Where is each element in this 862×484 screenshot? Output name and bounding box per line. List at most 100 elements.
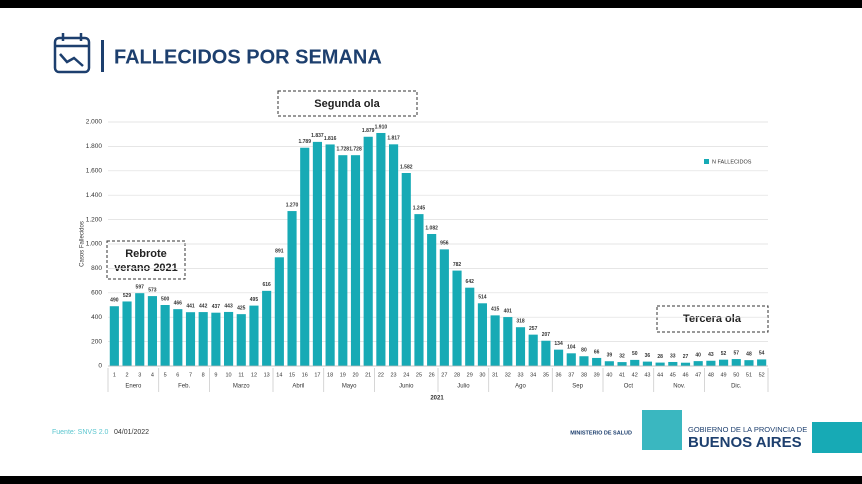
x-tick-label: 24: [403, 372, 409, 378]
bar: [515, 327, 526, 366]
value-label: 134: [554, 341, 563, 347]
bar: [541, 340, 551, 366]
value-label: 514: [478, 295, 487, 301]
x-tick-label: 50: [733, 372, 739, 378]
month-label: Julio: [457, 384, 470, 390]
bar: [719, 359, 729, 366]
legend-label: N FALLECIDOS: [712, 159, 752, 165]
x-tick-label: 49: [721, 372, 727, 378]
x-tick-label: 35: [543, 372, 549, 378]
x-tick-label: 8: [202, 372, 205, 378]
y-tick-label: 1.200: [86, 216, 103, 223]
month-label: Sep: [572, 384, 583, 390]
x-tick-label: 20: [352, 372, 358, 378]
month-label: Oct: [624, 384, 634, 390]
value-label: 1.245: [413, 205, 426, 211]
bar: [731, 359, 741, 366]
bar: [554, 349, 564, 366]
value-label: 28: [657, 354, 663, 360]
x-tick-label: 16: [302, 372, 308, 378]
y-tick-label: 800: [91, 265, 102, 272]
x-tick-label: 4: [151, 372, 154, 378]
bar: [579, 356, 589, 366]
x-tick-label: 41: [619, 372, 625, 378]
value-label: 1.910: [375, 124, 388, 130]
month-label: Enero: [125, 384, 142, 390]
value-label: 500: [161, 296, 170, 302]
month-label: Marzo: [233, 384, 250, 390]
date: 04/01/2022: [114, 429, 149, 436]
x-tick-label: 46: [682, 372, 688, 378]
value-label: 415: [491, 307, 500, 313]
x-tick-label: 1: [113, 372, 116, 378]
x-tick-label: 18: [327, 372, 333, 378]
x-tick-label: 36: [556, 372, 562, 378]
value-label: 1.817: [387, 136, 400, 142]
bar: [338, 155, 348, 366]
annotation: Segunda ola: [314, 98, 380, 110]
x-tick-label: 17: [314, 372, 320, 378]
x-tick-label: 5: [164, 372, 167, 378]
value-label: 27: [683, 354, 689, 360]
bar: [274, 257, 284, 366]
title-bar: [101, 40, 104, 72]
value-label: 54: [759, 351, 765, 357]
x-tick-label: 7: [189, 372, 192, 378]
bar: [465, 287, 475, 366]
bar: [757, 359, 767, 366]
bar: [604, 361, 614, 366]
value-label: 782: [453, 262, 462, 268]
y-tick-label: 1.600: [86, 168, 103, 175]
value-label: 1.789: [298, 139, 311, 145]
value-label: 642: [466, 279, 475, 285]
value-label: 441: [186, 304, 195, 310]
bar: [655, 362, 665, 366]
value-label: 529: [123, 293, 132, 299]
value-label: 597: [136, 284, 145, 290]
x-tick-label: 2: [126, 372, 129, 378]
bar: [325, 144, 335, 366]
bar: [566, 353, 576, 366]
x-tick-label: 15: [289, 372, 295, 378]
bar: [185, 312, 196, 366]
x-tick-label: 23: [391, 372, 397, 378]
x-axis-label: 2021: [430, 396, 444, 402]
legend-swatch: [704, 159, 709, 164]
x-tick-label: 19: [340, 372, 346, 378]
value-label: 425: [237, 305, 246, 311]
value-label: 40: [695, 352, 701, 358]
value-label: 442: [199, 303, 208, 309]
month-label: Dic.: [731, 384, 742, 390]
corner-block: [812, 422, 862, 453]
value-label: 1.728: [337, 147, 350, 153]
bar: [744, 360, 754, 366]
month-label: Abril: [292, 384, 304, 390]
value-label: 104: [567, 345, 576, 351]
x-tick-label: 27: [441, 372, 447, 378]
province: BUENOS AIRES: [688, 434, 802, 451]
month-label: Feb.: [178, 384, 190, 390]
bar: [147, 296, 157, 366]
bar: [312, 141, 322, 366]
x-tick-label: 14: [276, 372, 282, 378]
x-tick-label: 28: [454, 372, 460, 378]
bar: [363, 136, 373, 366]
x-tick-label: 39: [594, 372, 600, 378]
x-tick-label: 22: [378, 372, 384, 378]
value-label: 48: [746, 351, 752, 357]
y-tick-label: 600: [91, 290, 102, 297]
bar: [287, 211, 297, 366]
x-tick-label: 47: [695, 372, 701, 378]
value-label: 495: [250, 297, 259, 303]
y-tick-label: 200: [91, 338, 102, 345]
value-label: 43: [708, 352, 714, 358]
annotation: Tercera ola: [683, 313, 742, 325]
bar: [668, 361, 678, 366]
annotation-box: [277, 90, 418, 117]
x-tick-label: 32: [505, 372, 511, 378]
month-label: Mayo: [342, 384, 357, 390]
value-label: 80: [581, 348, 587, 354]
value-label: 39: [607, 353, 613, 359]
